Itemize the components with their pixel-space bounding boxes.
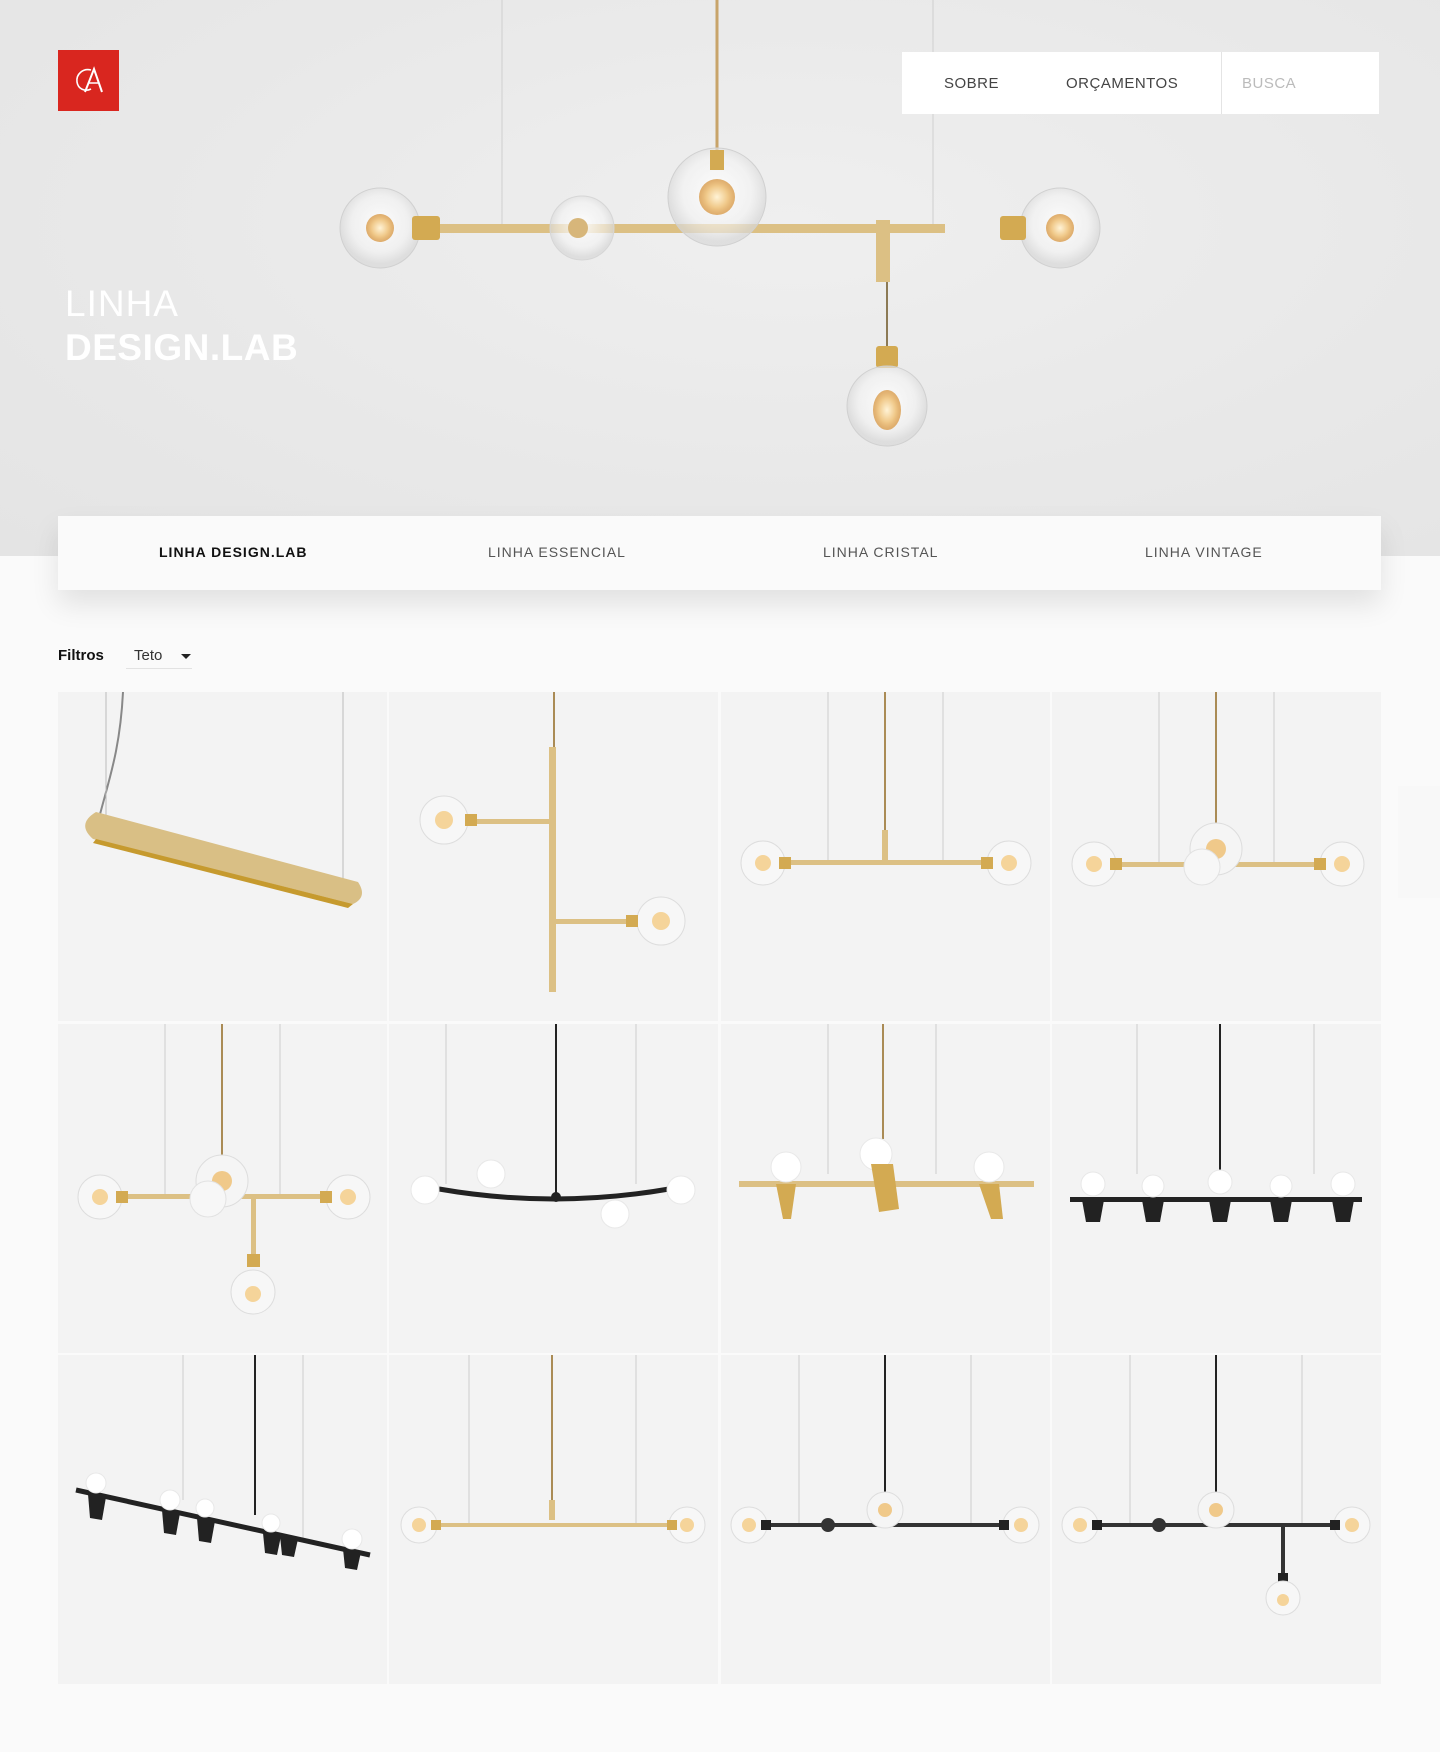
ca-monogram-icon	[75, 65, 103, 92]
tab-linha-essencial[interactable]: LINHA ESSENCIAL	[488, 544, 626, 560]
product-card[interactable]	[58, 1023, 387, 1353]
nav-link-sobre[interactable]: SOBRE	[944, 75, 1000, 92]
product-line-tabs: LINHA DESIGN.LAB LINHA ESSENCIAL LINHA C…	[58, 516, 1381, 590]
product-card[interactable]	[389, 1023, 719, 1353]
product-image-black-cross-four-globes	[1061, 1355, 1371, 1616]
product-card[interactable]	[389, 692, 719, 1021]
product-image-gold-three-globes	[1071, 692, 1365, 887]
hero-title-line2: DESIGN.LAB	[65, 327, 299, 368]
product-image-black-arc-opal-globes	[410, 1023, 696, 1228]
filter-select[interactable]: Teto	[126, 645, 192, 669]
top-navigation: SOBRE ORÇAMENTOS	[902, 52, 1379, 114]
product-image-gold-t-bar-two-globes	[400, 1355, 706, 1544]
filter-selected-value: Teto	[134, 647, 163, 664]
product-image-black-three-globes	[730, 1355, 1040, 1544]
filters-label: Filtros	[58, 647, 104, 664]
search-input[interactable]	[1222, 52, 1379, 114]
nav-link-orcamentos[interactable]: ORÇAMENTOS	[1066, 75, 1179, 92]
hero-title-line1: LINHA	[65, 283, 179, 324]
product-card[interactable]	[58, 692, 387, 1021]
product-image-gold-cone-opal-globes	[738, 1023, 1034, 1219]
product-image-black-five-cones	[1069, 1023, 1362, 1222]
product-card[interactable]	[1051, 1355, 1381, 1684]
side-edge-panel	[1398, 786, 1440, 898]
product-image-gold-bar-linear	[85, 692, 362, 908]
hero-title: LINHA DESIGN.LAB	[65, 282, 298, 370]
hero-banner: SOBRE ORÇAMENTOS LINHA DESIGN.LAB	[0, 0, 1440, 556]
product-image-black-diagonal-cones	[75, 1355, 371, 1570]
product-image-gold-vertical-two-globes	[419, 692, 686, 992]
product-image-gold-t-two-globes	[740, 692, 1032, 886]
product-grid	[58, 692, 1382, 1686]
product-card[interactable]	[720, 1355, 1050, 1684]
tab-linha-design-lab[interactable]: LINHA DESIGN.LAB	[159, 544, 308, 560]
tab-linha-vintage[interactable]: LINHA VINTAGE	[1145, 544, 1263, 560]
tab-linha-cristal[interactable]: LINHA CRISTAL	[823, 544, 939, 560]
product-card[interactable]	[720, 692, 1050, 1021]
caret-down-icon	[181, 654, 191, 659]
product-card[interactable]	[1051, 692, 1381, 1021]
nav-divider	[1221, 52, 1222, 114]
product-card[interactable]	[389, 1355, 719, 1684]
hero-pendant-lamp-image	[339, 0, 1101, 447]
product-image-gold-cross-four-globes	[77, 1023, 371, 1314]
brand-logo[interactable]	[58, 50, 119, 111]
product-card[interactable]	[58, 1355, 387, 1684]
product-card[interactable]	[720, 1023, 1050, 1353]
product-card[interactable]	[1051, 1023, 1381, 1353]
